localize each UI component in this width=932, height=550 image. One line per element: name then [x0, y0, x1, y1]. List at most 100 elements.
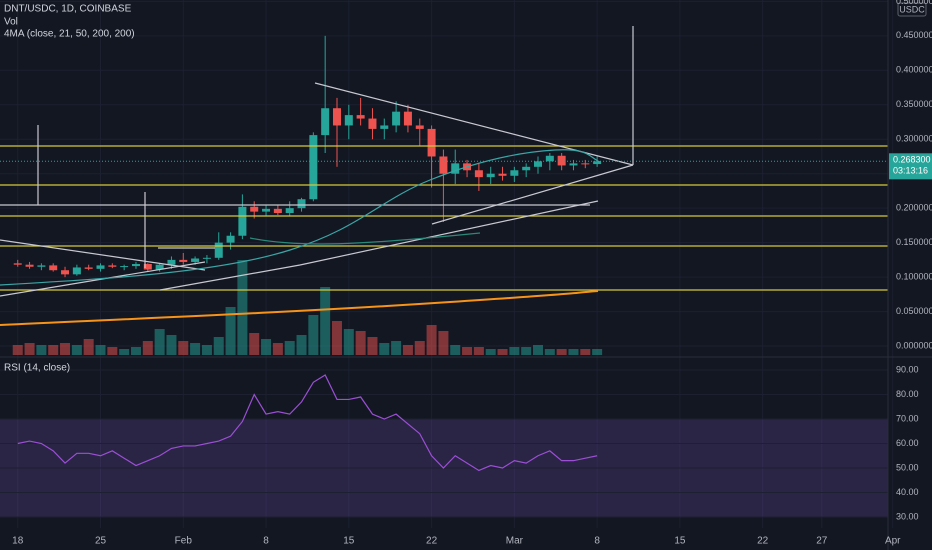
- x-tick-label: Mar: [506, 536, 524, 547]
- y-tick-label: 0.050000: [896, 306, 932, 316]
- x-tick-label: 15: [674, 536, 686, 547]
- candle-body: [451, 163, 460, 174]
- volume-bar: [320, 287, 331, 355]
- candle-body: [214, 242, 223, 258]
- candle-body: [403, 111, 412, 126]
- volume-bar: [379, 343, 390, 355]
- volume-bar: [296, 335, 307, 355]
- volume-bar: [580, 349, 591, 355]
- volume-bar: [497, 349, 508, 355]
- candle-body: [262, 208, 271, 212]
- volume-bar: [24, 343, 35, 355]
- volume-bar: [355, 331, 366, 355]
- volume-bar: [473, 347, 484, 355]
- volume-bar: [533, 345, 544, 355]
- candle-body: [250, 206, 259, 212]
- candle-body: [13, 263, 22, 265]
- candle-body: [332, 108, 341, 126]
- trend-line: [0, 239, 206, 271]
- candle-body: [415, 125, 424, 129]
- rsi-tick-label: 40.00: [896, 487, 919, 497]
- candle-body: [534, 161, 543, 167]
- candle-body: [581, 163, 590, 165]
- volume-bar: [331, 321, 342, 355]
- volume-bar: [249, 333, 260, 355]
- x-tick-label: 25: [95, 536, 107, 547]
- trend-line: [431, 164, 634, 225]
- drawings: [0, 26, 888, 326]
- candle-body: [285, 208, 294, 213]
- candle-body: [522, 166, 531, 171]
- candle-body: [474, 170, 483, 178]
- rsi-tick-label: 90.00: [896, 364, 919, 374]
- candle-body: [202, 257, 211, 259]
- candle-body: [167, 259, 176, 265]
- x-tick-label: Feb: [175, 536, 193, 547]
- candle-body: [37, 265, 46, 267]
- candle-body: [273, 208, 282, 213]
- volume-bar: [426, 325, 437, 355]
- y-tick-label: 0.450000: [896, 30, 932, 40]
- candle-body: [131, 264, 140, 267]
- candle-body: [545, 155, 554, 162]
- volume-bar: [272, 343, 283, 355]
- x-tick-label: Apr: [885, 536, 901, 547]
- candle-body: [344, 115, 353, 126]
- candle-body: [179, 259, 188, 262]
- volume-bar: [402, 345, 413, 355]
- candle-body: [380, 125, 389, 129]
- volume-bar: [95, 345, 106, 355]
- candle-body: [108, 265, 117, 267]
- countdown: 03:13:16: [893, 166, 928, 176]
- candle-body: [510, 170, 519, 176]
- volume-bar: [261, 339, 272, 355]
- candle-body: [143, 264, 152, 270]
- x-tick-label: 22: [757, 536, 769, 547]
- trend-line: [159, 264, 301, 291]
- candle-body: [297, 199, 306, 209]
- volume-bar: [190, 343, 201, 355]
- y-tick-label: 0.200000: [896, 203, 932, 213]
- moving-average: [0, 149, 601, 286]
- candle-body: [238, 206, 247, 236]
- volume-bar: [521, 347, 532, 355]
- rsi-tick-label: 50.00: [896, 462, 919, 472]
- candle-body: [96, 265, 105, 269]
- candle-body: [120, 266, 129, 268]
- candle-body: [356, 115, 365, 119]
- volume-bar: [367, 337, 378, 355]
- candle-body: [569, 163, 578, 166]
- last-price-box: [889, 153, 932, 180]
- candle-body: [593, 161, 602, 165]
- volume-bar: [462, 347, 473, 355]
- volume-label: Vol: [4, 17, 18, 28]
- currency: USDC: [899, 4, 925, 14]
- volume-bar: [107, 347, 118, 355]
- volume-bar: [12, 345, 23, 355]
- volume-bar: [119, 349, 130, 355]
- volume-bar: [438, 331, 449, 355]
- rsi-tick-label: 30.00: [896, 511, 919, 521]
- candle-body: [498, 173, 507, 176]
- volume-bar: [130, 347, 141, 355]
- rsi-title: RSI (14, close): [4, 363, 70, 374]
- x-tick-label: 8: [263, 536, 269, 547]
- volume-bar: [485, 349, 496, 355]
- volume-bar: [166, 335, 177, 355]
- volume-bar: [592, 349, 603, 355]
- candle-body: [557, 155, 566, 166]
- volume-bar: [414, 341, 425, 355]
- rsi-tick-label: 80.00: [896, 389, 919, 399]
- candle-body: [427, 128, 436, 157]
- candle-body: [191, 258, 200, 262]
- volume-bar: [556, 349, 567, 355]
- y-tick-label: 0.150000: [896, 237, 932, 247]
- volume-bar: [225, 307, 236, 355]
- volume-bar: [544, 349, 555, 355]
- candle-body: [392, 111, 401, 126]
- volume-bar: [60, 343, 71, 355]
- volume-bar: [83, 339, 94, 355]
- volume-bar: [284, 341, 295, 355]
